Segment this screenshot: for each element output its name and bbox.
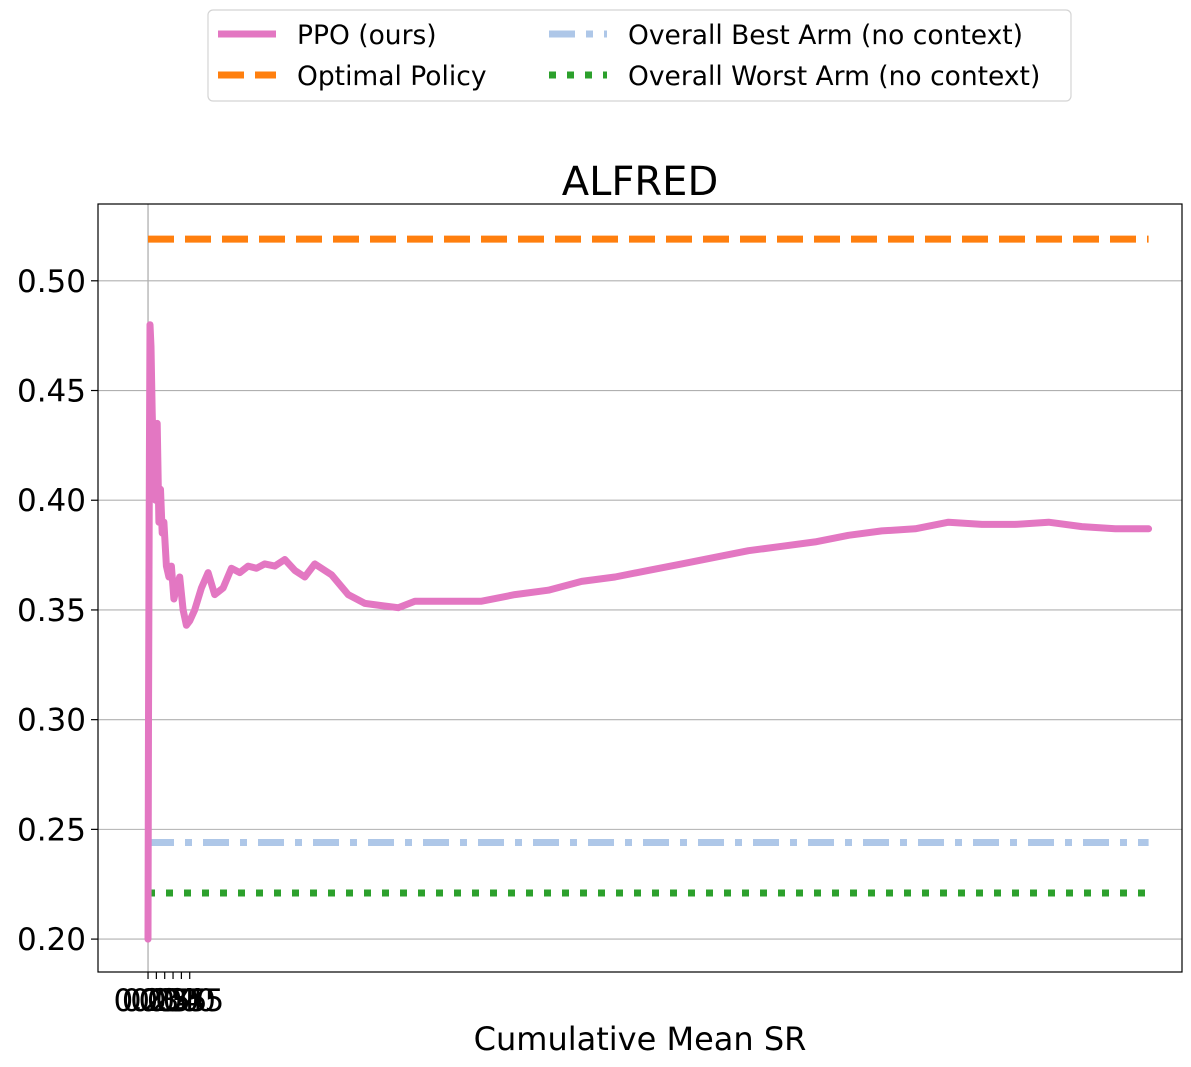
series-layer bbox=[144, 235, 1153, 943]
x-tick-label: 0.30 bbox=[130, 983, 199, 1019]
grid-lines bbox=[98, 280, 1182, 940]
x-tick-label: 0.45 bbox=[155, 983, 224, 1019]
legend-label-ppo: PPO (ours) bbox=[297, 20, 437, 51]
legend-label-best-arm: Overall Best Arm (no context) bbox=[628, 20, 1023, 51]
x-tick-label: 0.20 bbox=[114, 983, 183, 1019]
legend-label-optimal: Optimal Policy bbox=[297, 61, 487, 92]
series-line-ppo bbox=[144, 321, 1153, 943]
y-tick-label: 0.45 bbox=[17, 374, 86, 410]
chart-title: ALFRED bbox=[562, 159, 719, 205]
x-axis-ticks: 0.200.250.300.350.400.45 bbox=[114, 972, 224, 1019]
y-tick-label: 0.20 bbox=[17, 922, 86, 958]
legend-box bbox=[207, 9, 1072, 102]
plot-frame bbox=[97, 203, 1183, 973]
y-tick-label: 0.35 bbox=[17, 593, 86, 629]
y-tick-label: 0.50 bbox=[17, 264, 86, 300]
y-tick-label: 0.30 bbox=[17, 703, 86, 739]
legend: PPO (ours) Optimal Policy Overall Best A… bbox=[207, 9, 1072, 102]
y-tick-label: 0.40 bbox=[17, 483, 86, 519]
x-tick-label: 0.25 bbox=[122, 983, 191, 1019]
legend-handles bbox=[218, 30, 607, 79]
x-tick-label: 0.35 bbox=[139, 983, 208, 1019]
y-axis-ticks: 0.20 0.25 0.30 0.35 0.40 0.45 0.50 bbox=[17, 264, 98, 958]
x-axis-label: Cumulative Mean SR bbox=[474, 1020, 807, 1058]
y-tick-label: 0.25 bbox=[17, 812, 86, 848]
legend-label-worst-arm: Overall Worst Arm (no context) bbox=[628, 61, 1040, 92]
x-tick-label: 0.40 bbox=[147, 983, 216, 1019]
